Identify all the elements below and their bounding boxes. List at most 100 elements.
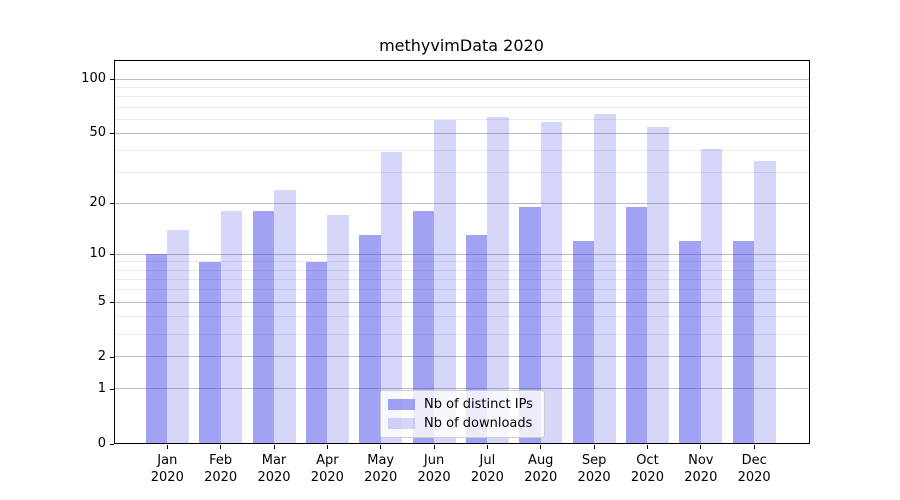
gridline-minor-9 (113, 261, 810, 263)
bar-downloads-sep (594, 114, 616, 444)
x-tick-label-month-nov: Nov (688, 452, 714, 468)
legend-swatch-downloads (388, 418, 415, 429)
x-tick-label-apr: Apr 2020 (297, 452, 357, 486)
y-tick-label-10: 10 (89, 246, 106, 262)
x-tick-dec (753, 444, 755, 449)
y-tick-0 (109, 443, 114, 445)
y-tick-label-20: 20 (89, 195, 106, 211)
bar-downloads-jan (167, 229, 189, 444)
x-tick-label-year-sep: 2020 (577, 469, 611, 485)
x-tick-oct (646, 444, 648, 449)
gridline-minor-80 (113, 96, 810, 98)
chart-title: methyvimData 2020 (379, 36, 544, 55)
gridline-major-20 (113, 202, 810, 204)
gridline-minor-8 (113, 269, 810, 271)
gridline-minor-7 (113, 278, 810, 280)
x-tick-label-year-mar: 2020 (257, 469, 291, 485)
legend-swatch-distinct-ips (388, 399, 415, 410)
y-tick-label-2: 2 (97, 348, 106, 364)
legend-label-downloads: Nb of downloads (424, 416, 533, 431)
x-tick-label-month-mar: Mar (261, 452, 287, 468)
x-tick-label-month-apr: Apr (316, 452, 339, 468)
x-tick-label-year-jul: 2020 (470, 469, 504, 485)
bar-distinct-ips-feb (199, 261, 221, 444)
x-tick-label-year-apr: 2020 (310, 469, 344, 485)
bar-downloads-may (380, 152, 403, 444)
gridline-major-2 (113, 356, 810, 358)
x-tick-label-jul: Jul 2020 (457, 452, 517, 486)
x-tick-may (380, 444, 382, 449)
gridline-minor-60 (113, 118, 810, 120)
x-tick-label-month-feb: Feb (209, 452, 233, 468)
bar-downloads-nov (700, 148, 723, 444)
y-tick-20 (109, 203, 114, 205)
y-tick-50 (109, 133, 114, 135)
y-tick-label-5: 5 (97, 294, 106, 310)
bar-downloads-feb (220, 211, 243, 444)
x-tick-feb (220, 444, 222, 449)
bar-distinct-ips-jan (145, 254, 168, 444)
x-tick-jul (486, 444, 488, 449)
y-tick-label-0: 0 (97, 435, 106, 451)
bar-distinct-ips-nov (679, 241, 701, 444)
x-tick-label-jan: Jan 2020 (137, 452, 197, 486)
gridline-major-100 (113, 78, 810, 80)
bar-downloads-oct (647, 127, 669, 444)
legend-item-downloads: Nb of downloads (388, 416, 538, 431)
x-tick-label-year-dec: 2020 (737, 469, 771, 485)
legend-item-distinct-ips: Nb of distinct IPs (388, 397, 538, 412)
bar-distinct-ips-aug (519, 207, 541, 444)
gridline-minor-3 (113, 333, 810, 335)
x-tick-label-nov: Nov 2020 (671, 452, 731, 486)
gridline-minor-90 (113, 87, 810, 89)
x-tick-apr (326, 444, 328, 449)
gridline-major-10 (113, 253, 810, 255)
x-tick-label-feb: Feb 2020 (191, 452, 251, 486)
legend-label-distinct-ips: Nb of distinct IPs (424, 397, 533, 412)
x-tick-label-oct: Oct 2020 (617, 452, 677, 486)
x-tick-label-year-may: 2020 (364, 469, 398, 485)
bar-downloads-jul (487, 116, 509, 444)
x-tick-label-year-feb: 2020 (204, 469, 238, 485)
x-tick-aug (540, 444, 542, 449)
y-tick-2 (109, 356, 114, 358)
bar-distinct-ips-oct (625, 207, 648, 444)
x-tick-label-mar: Mar 2020 (244, 452, 304, 486)
x-tick-label-jun: Jun 2020 (404, 452, 464, 486)
bar-distinct-ips-jun (412, 211, 435, 444)
legend: Nb of distinct IPs Nb of downloads (380, 390, 545, 438)
gridline-minor-40 (113, 149, 810, 151)
gridline-minor-30 (113, 172, 810, 173)
x-tick-jun (433, 444, 435, 449)
gridline-minor-4 (113, 315, 810, 317)
y-tick-100 (109, 79, 114, 81)
gridline-major-50 (113, 132, 810, 134)
y-tick-1 (109, 388, 114, 390)
bar-downloads-aug (540, 121, 563, 444)
y-tick-label-1: 1 (97, 380, 106, 396)
x-tick-label-month-jan: Jan (157, 452, 178, 468)
x-tick-label-year-nov: 2020 (684, 469, 718, 485)
x-tick-label-year-aug: 2020 (524, 469, 558, 485)
bar-distinct-ips-dec (732, 241, 755, 444)
gridline-major-5 (113, 301, 810, 303)
x-tick-label-dec: Dec 2020 (724, 452, 784, 486)
plot-area: Nb of distinct IPs Nb of downloads (113, 60, 810, 444)
gridline-minor-6 (113, 289, 810, 291)
x-tick-label-month-sep: Sep (581, 452, 607, 468)
bar-distinct-ips-apr (305, 261, 328, 444)
bar-downloads-apr (327, 215, 349, 444)
x-tick-jan (166, 444, 168, 449)
x-tick-nov (700, 444, 702, 449)
x-tick-label-month-oct: Oct (636, 452, 659, 468)
bar-downloads-jun (434, 120, 456, 444)
bar-downloads-mar (274, 189, 296, 444)
gridline-major-1 (113, 388, 810, 390)
x-tick-mar (273, 444, 275, 449)
x-tick-label-month-dec: Dec (741, 452, 767, 468)
gridline-minor-70 (113, 106, 810, 108)
bar-distinct-ips-mar (252, 211, 274, 444)
x-tick-label-year-jun: 2020 (417, 469, 451, 485)
bar-distinct-ips-may (359, 235, 381, 444)
